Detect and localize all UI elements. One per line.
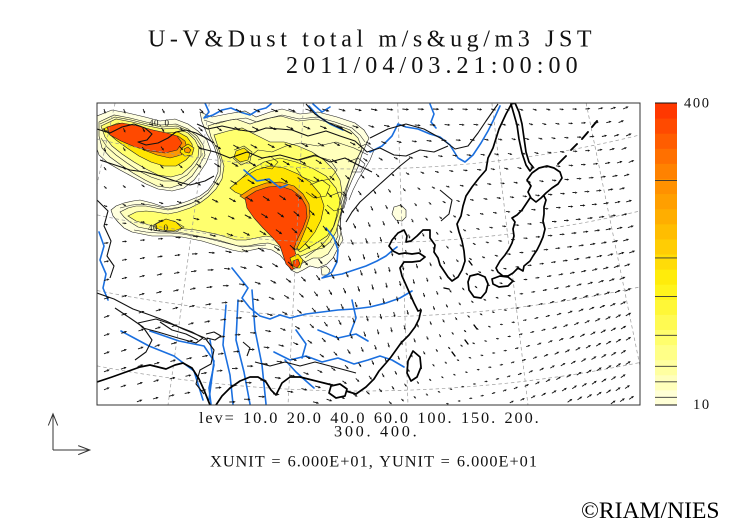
- svg-text:lev= 10.0 20.0 40.0 60.0 100.: lev= 10.0 20.0 40.0 60.0 100. 150. 200.: [199, 408, 541, 427]
- svg-text:©RIAM/NIES: ©RIAM/NIES: [581, 498, 720, 524]
- svg-text:XUNIT = 6.000E+01, YUNIT = 6.0: XUNIT = 6.000E+01, YUNIT = 6.000E+01: [210, 452, 538, 471]
- svg-text:40. 0: 40. 0: [149, 118, 170, 128]
- svg-text:U-V&Dust total m/s&ug/m3 JST: U-V&Dust total m/s&ug/m3 JST: [148, 27, 596, 53]
- svg-text:40. 0: 40. 0: [148, 223, 169, 233]
- svg-text:10: 10: [693, 397, 711, 413]
- svg-text:2011/04/03.21:00:00: 2011/04/03.21:00:00: [286, 53, 583, 79]
- svg-text:400: 400: [684, 95, 711, 111]
- svg-text:300. 400.: 300. 400.: [334, 422, 419, 441]
